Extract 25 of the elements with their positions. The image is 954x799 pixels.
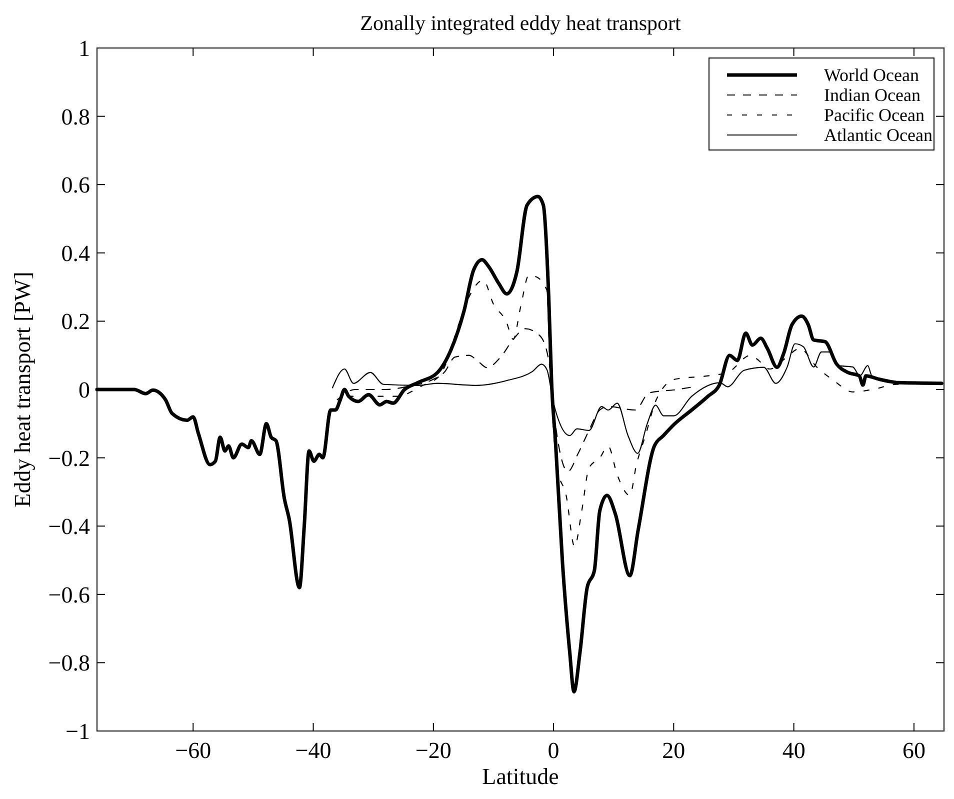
x-tick-label: −20 [415, 738, 452, 763]
x-tick-label: 40 [782, 738, 806, 763]
y-tick-label: −0.8 [48, 650, 90, 676]
y-tick-label: −1 [66, 719, 90, 744]
legend-label: Pacific Ocean [824, 105, 924, 125]
y-tick-label: 0.8 [61, 104, 90, 130]
y-axis-title: Eddy heat transport [PW] [10, 272, 35, 508]
x-tick-label: −60 [175, 738, 212, 763]
x-tick-label: 0 [548, 738, 560, 763]
y-tick-label: 0.2 [61, 309, 90, 334]
legend-label: Atlantic Ocean [824, 125, 932, 145]
legend-label: Indian Ocean [824, 85, 920, 105]
y-tick-label: −0.4 [48, 514, 90, 540]
y-tick-label: 0.4 [61, 240, 90, 266]
chart-title: Zonally integrated eddy heat transport [360, 11, 682, 35]
x-tick-label: 20 [662, 738, 686, 763]
y-tick-label: −0.6 [48, 582, 90, 608]
y-tick-label: −0.2 [48, 446, 90, 471]
y-tick-label: 1 [78, 36, 90, 61]
y-tick-label: 0 [78, 378, 90, 402]
legend-label: World Ocean [824, 65, 920, 85]
x-axis-title: Latitude [482, 764, 559, 789]
y-tick-label: 0.6 [61, 172, 90, 198]
x-tick-label: 60 [902, 738, 926, 763]
x-tick-label: −40 [295, 738, 332, 763]
